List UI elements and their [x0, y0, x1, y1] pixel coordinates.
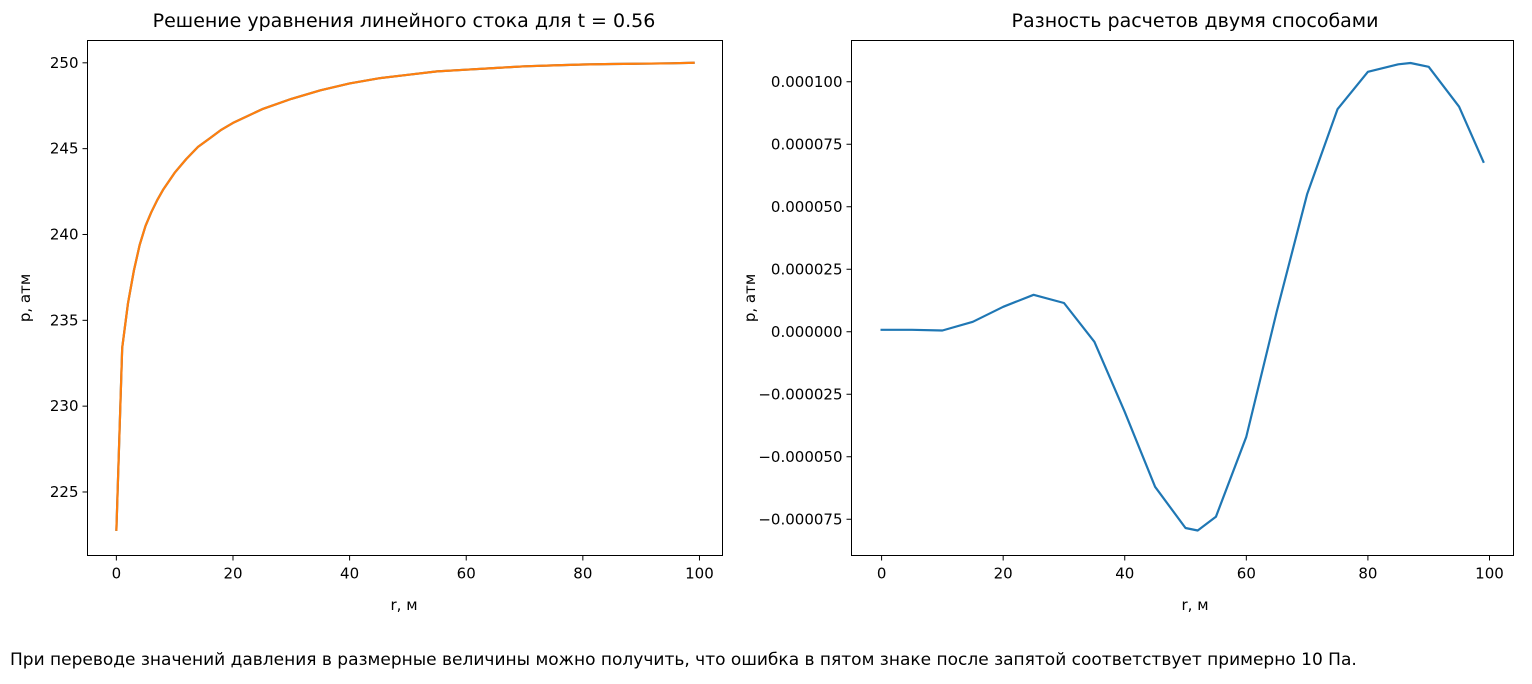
x-tick-label: 100 [685, 565, 714, 583]
chart-title: Разность расчетов двумя способами [1012, 10, 1379, 32]
x-tick-label: 0 [877, 565, 887, 583]
y-tick-label: 235 [50, 311, 79, 329]
y-tick-label: 0.000100 [771, 73, 843, 91]
x-axis: 0 20 40 60 80 100 [877, 555, 1504, 583]
y-axis: −0.000075 −0.000050 −0.000025 0.000000 0.000… [758, 73, 852, 528]
x-tick-label: 80 [573, 565, 592, 583]
figure: Решение уравнения линейного стока для t … [16, 10, 1514, 614]
series-line [880, 61, 1485, 532]
y-tick-label: 240 [50, 225, 79, 243]
x-tick-label: 0 [112, 565, 122, 583]
y-tick-label: 230 [50, 397, 79, 415]
x-tick-label: 60 [1237, 565, 1256, 583]
y-tick-label: 0.000000 [771, 323, 843, 341]
y-tick-label: 225 [50, 483, 79, 501]
y-axis-label: p, атм [16, 274, 34, 322]
y-axis: 225 230 235 240 245 250 [50, 54, 88, 501]
chart-difference: Разность расчетов двумя способами 0 20 40 6… [741, 10, 1514, 614]
x-tick-label: 60 [457, 565, 476, 583]
y-tick-label: 245 [50, 140, 79, 158]
caption-text: При переводе значений давления в размерн… [10, 650, 1357, 670]
x-tick-label: 80 [1358, 565, 1377, 583]
series-line [115, 61, 695, 531]
x-axis-label: r, м [390, 596, 417, 614]
plot-frame [851, 40, 1514, 556]
chart-title: Решение уравнения линейного стока для t … [153, 10, 656, 32]
x-tick-label: 40 [1115, 565, 1134, 583]
y-tick-label: 0.000075 [771, 135, 843, 153]
y-tick-label: −0.000025 [758, 385, 842, 403]
chart-pressure-solution: Решение уравнения линейного стока для t … [16, 10, 723, 614]
x-axis-label: r, м [1181, 596, 1208, 614]
series-line [115, 61, 695, 531]
x-tick-label: 40 [340, 565, 359, 583]
plot-frame [87, 40, 723, 556]
y-axis-label: p, атм [741, 274, 759, 322]
series-lines [880, 61, 1485, 532]
y-tick-label: −0.000075 [758, 510, 842, 528]
x-tick-label: 20 [223, 565, 242, 583]
series-lines [115, 61, 695, 531]
y-tick-label: −0.000050 [758, 448, 842, 466]
y-tick-label: 0.000025 [771, 260, 843, 278]
x-axis: 0 20 40 60 80 100 [112, 555, 714, 583]
y-tick-label: 250 [50, 54, 79, 72]
x-tick-label: 20 [994, 565, 1013, 583]
x-tick-label: 100 [1475, 565, 1504, 583]
y-tick-label: 0.000050 [771, 198, 843, 216]
